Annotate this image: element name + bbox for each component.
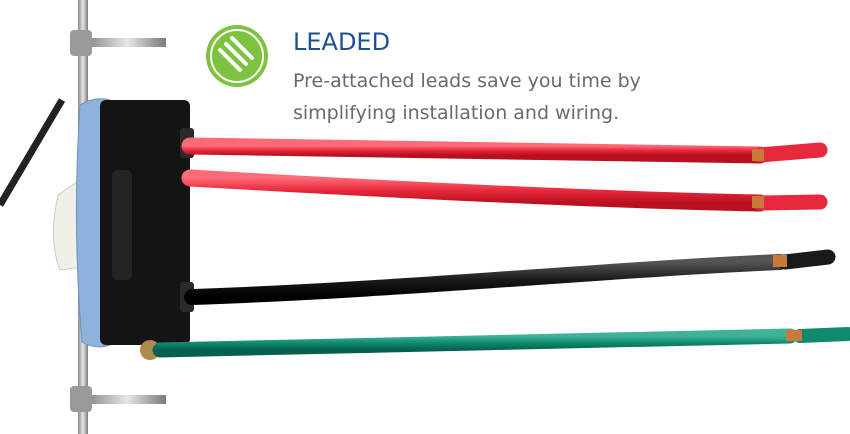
bottom-screw (70, 386, 166, 412)
description-line: simplifying installation and wiring. (293, 102, 619, 124)
wire-fragment (0, 100, 62, 205)
green-wire (160, 336, 790, 350)
description-line: Pre-attached leads save you time by (293, 70, 641, 92)
page: {"heading": "LEADED", "description": ["P… (0, 0, 850, 434)
red-wire-2 (190, 178, 760, 203)
black-wire (192, 262, 780, 297)
heading: LEADED (293, 28, 390, 56)
switch-photo (0, 0, 194, 434)
leaded-icon (206, 25, 268, 87)
red-wire (190, 146, 760, 155)
wires (160, 146, 848, 350)
product-image: LEADED Pre-attached leads save you time … (0, 0, 850, 434)
top-screw (70, 30, 166, 56)
